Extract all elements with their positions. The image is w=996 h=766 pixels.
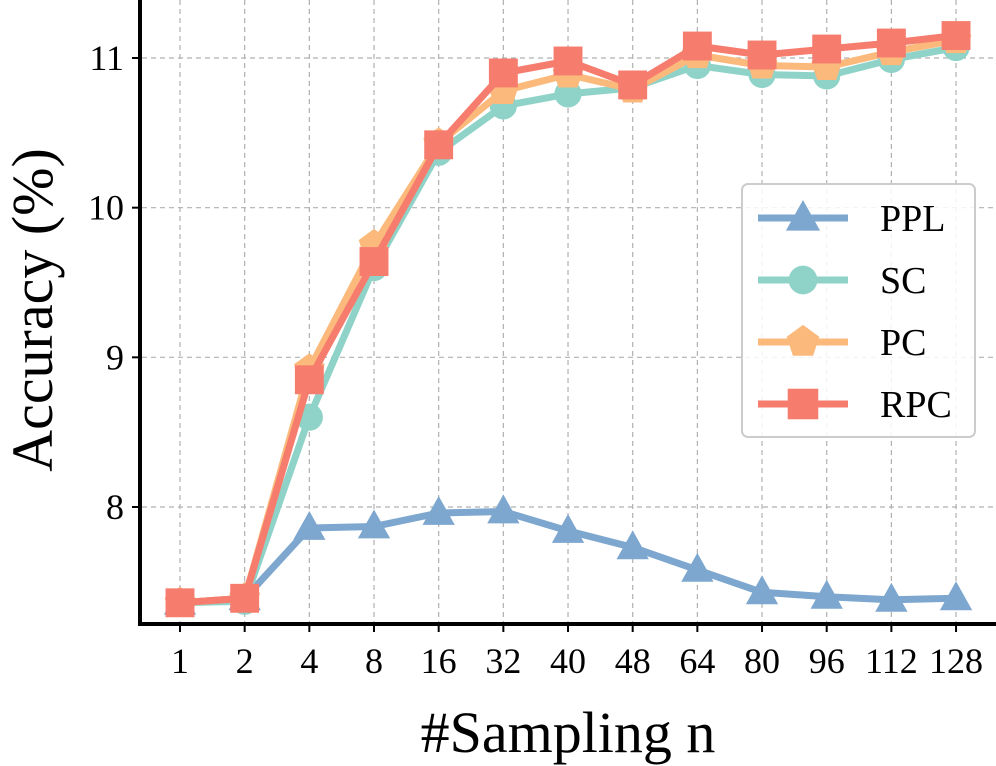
data-point-ppl [293, 510, 326, 540]
x-tick-label: 8 [365, 641, 383, 681]
data-point-ppl [551, 513, 585, 543]
x-tick-label: 40 [550, 641, 586, 681]
data-point-rpc [682, 31, 712, 61]
y-axis-title: Accuracy (%) [0, 148, 65, 472]
series-layer [163, 21, 973, 618]
legend-item-pc: PC [758, 322, 926, 364]
legend-label: RPC [880, 384, 952, 426]
x-axis-title: #Sampling n [421, 700, 716, 765]
data-point-rpc [165, 588, 195, 618]
data-point-ppl [357, 509, 391, 539]
data-point-rpc [812, 34, 842, 64]
legend-marker-circle-icon [788, 265, 818, 295]
legend-item-rpc: RPC [758, 384, 952, 426]
x-tick-label: 16 [421, 641, 457, 681]
data-point-ppl [810, 579, 843, 609]
data-point-rpc [230, 583, 260, 613]
legend-label: SC [880, 260, 926, 302]
data-point-ppl [487, 494, 520, 524]
legend-frame [741, 183, 976, 438]
data-point-rpc [618, 70, 648, 100]
data-point-ppl [745, 575, 779, 605]
series-rpc [165, 21, 971, 618]
legend: PPL SC PC RPC [741, 183, 976, 438]
y-tick-label: 8 [106, 487, 124, 527]
legend-label: PC [880, 322, 926, 364]
data-point-rpc [488, 58, 518, 88]
data-point-rpc [424, 130, 454, 160]
axes [138, 0, 996, 626]
data-point-rpc [553, 46, 583, 76]
y-tick-label: 9 [106, 337, 124, 377]
legend-item-ppl: PPL [758, 198, 945, 240]
data-point-rpc [294, 365, 324, 395]
x-tick-label: 128 [929, 641, 983, 681]
data-point-ppl [875, 582, 908, 612]
x-tick-label: 96 [809, 641, 845, 681]
data-point-ppl [681, 552, 714, 582]
data-point-rpc [876, 28, 906, 58]
x-tick-label: 64 [679, 641, 715, 681]
x-tick-label: 4 [300, 641, 318, 681]
x-tick-label: 112 [865, 641, 918, 681]
legend-item-sc: SC [758, 260, 926, 302]
y-tick-label: 10 [88, 188, 124, 228]
legend-marker-square-icon [787, 388, 819, 420]
legend-marker-triangle-icon [785, 200, 821, 231]
data-point-rpc [747, 40, 777, 70]
x-tick-label: 2 [236, 641, 254, 681]
y-tick-label: 11 [89, 38, 124, 78]
x-tick-label: 1 [171, 641, 189, 681]
data-point-ppl [422, 495, 455, 525]
data-point-ppl [616, 530, 649, 560]
x-tick-label: 80 [744, 641, 780, 681]
data-point-rpc [359, 247, 389, 276]
data-point-ppl [939, 581, 973, 611]
data-point-rpc [941, 21, 971, 50]
legend-marker-pentagon-icon [786, 324, 820, 356]
x-tick-label: 48 [615, 641, 651, 681]
x-tick-label: 32 [485, 641, 521, 681]
legend-label: PPL [880, 198, 945, 240]
